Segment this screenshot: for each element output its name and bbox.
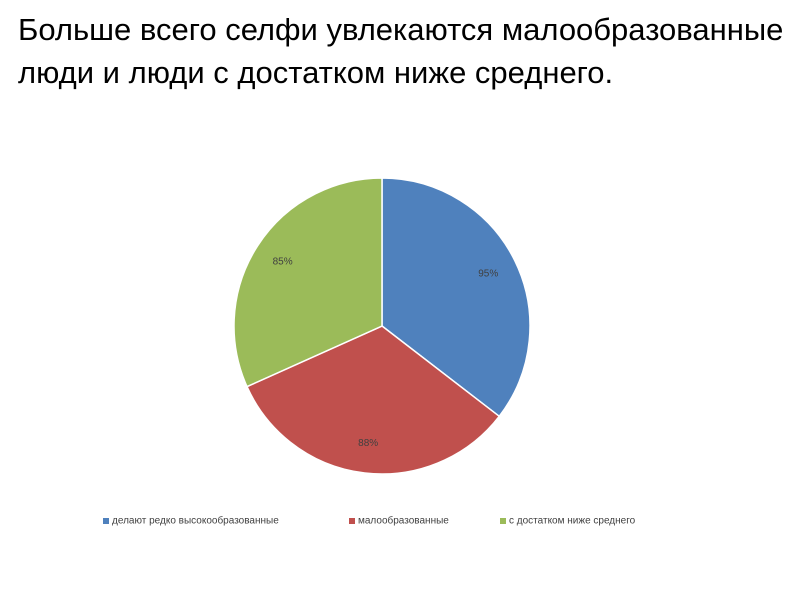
chart-title: Больше всего селфи увлекаются малообразо… xyxy=(18,12,784,90)
value-label: 95% xyxy=(478,268,498,279)
pie-slice xyxy=(233,177,383,388)
legend-label: с достатком ниже среднего xyxy=(509,516,636,527)
value-label: 88% xyxy=(358,438,378,449)
legend-swatch xyxy=(103,518,109,524)
legend-label: делают редко высокообразованные xyxy=(112,515,279,527)
value-label: 85% xyxy=(273,256,293,267)
pie-slice xyxy=(245,325,501,475)
legend-swatch xyxy=(349,518,355,524)
pie-slice xyxy=(381,177,531,418)
legend-swatch xyxy=(500,518,506,524)
legend-label: малообразованные xyxy=(358,515,449,527)
